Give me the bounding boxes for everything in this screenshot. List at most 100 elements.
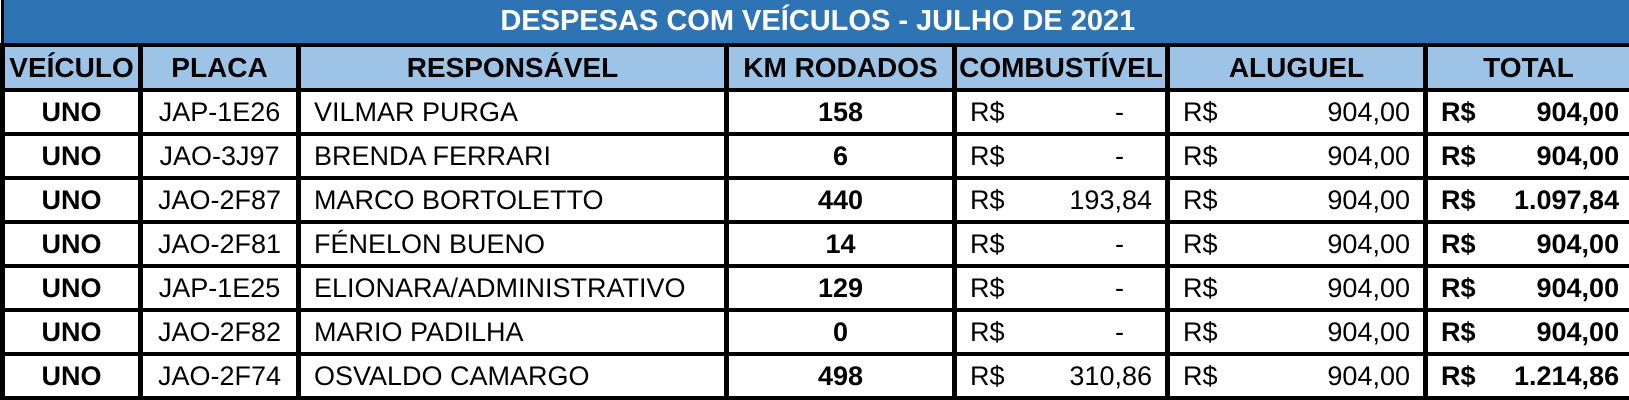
cell-aluguel[interactable]: R$ 904,00 — [1165, 264, 1428, 312]
cell-aluguel[interactable]: R$ 904,00 — [1165, 308, 1428, 356]
cell-responsavel[interactable]: OSVALDO CAMARGO — [296, 352, 729, 400]
total-amount: R$ 904,00 — [1441, 272, 1620, 303]
cell-placa[interactable]: JAO-2F82 — [138, 308, 301, 356]
cell-km-rodados[interactable]: 158 — [724, 88, 957, 136]
currency-symbol: R$ — [970, 140, 1005, 171]
cell-placa[interactable]: JAO-2F74 — [138, 352, 301, 400]
table-title[interactable]: DESPESAS COM VEÍCULOS - JULHO DE 2021 — [0, 0, 1629, 47]
cell-veiculo[interactable]: UNO — [0, 132, 143, 180]
cell-placa[interactable]: JAO-2F81 — [138, 220, 301, 268]
cell-aluguel[interactable]: R$ 904,00 — [1165, 220, 1428, 268]
currency-symbol: R$ — [1183, 360, 1218, 391]
cell-veiculo[interactable]: UNO — [0, 220, 143, 268]
column-header-total[interactable]: TOTAL — [1422, 43, 1629, 92]
cell-veiculo[interactable]: UNO — [0, 88, 143, 136]
currency-symbol: R$ — [1441, 360, 1476, 391]
total-amount: R$ 904,00 — [1441, 140, 1620, 171]
aluguel-amount: R$ 904,00 — [1183, 96, 1410, 127]
cell-combustivel[interactable]: R$ - — [952, 308, 1170, 356]
cell-combustivel[interactable]: R$ - — [952, 264, 1170, 312]
combustivel-amount: R$ - — [970, 228, 1124, 259]
cell-total[interactable]: R$ 904,00 — [1422, 132, 1629, 180]
cell-veiculo[interactable]: UNO — [0, 264, 143, 312]
cell-combustivel[interactable]: R$ - — [952, 220, 1170, 268]
currency-symbol: R$ — [1441, 272, 1476, 303]
cell-km-rodados[interactable]: 0 — [724, 308, 957, 356]
total-amount: R$ 904,00 — [1441, 316, 1620, 347]
aluguel-amount: R$ 904,00 — [1183, 228, 1410, 259]
cell-total[interactable]: R$ 1.097,84 — [1422, 176, 1629, 224]
aluguel-amount: R$ 904,00 — [1183, 272, 1410, 303]
currency-symbol: R$ — [1183, 140, 1218, 171]
cell-responsavel[interactable]: ELIONARA/ADMINISTRATIVO — [296, 264, 729, 312]
currency-symbol: R$ — [1183, 316, 1218, 347]
currency-symbol: R$ — [1183, 184, 1218, 215]
cell-combustivel[interactable]: R$ 310,86 — [952, 352, 1170, 400]
table-row: UNO JAO-2F74 OSVALDO CAMARGO 498 R$ 310,… — [0, 352, 1629, 400]
currency-symbol: R$ — [970, 360, 1005, 391]
cell-km-rodados[interactable]: 498 — [724, 352, 957, 400]
aluguel-amount: R$ 904,00 — [1183, 184, 1410, 215]
currency-symbol: R$ — [970, 272, 1005, 303]
column-header-responsavel[interactable]: RESPONSÁVEL — [296, 43, 729, 92]
cell-total[interactable]: R$ 904,00 — [1422, 220, 1629, 268]
cell-km-rodados[interactable]: 6 — [724, 132, 957, 180]
cell-responsavel[interactable]: BRENDA FERRARI — [296, 132, 729, 180]
cell-responsavel[interactable]: FÉNELON BUENO — [296, 220, 729, 268]
table-row: UNO JAP-1E26 VILMAR PURGA 158 R$ - R$ 90… — [0, 88, 1629, 136]
cell-km-rodados[interactable]: 129 — [724, 264, 957, 312]
column-header-combustivel[interactable]: COMBUSTÍVEL — [952, 43, 1170, 92]
table-row: UNO JAO-2F87 MARCO BORTOLETTO 440 R$ 193… — [0, 176, 1629, 224]
cell-aluguel[interactable]: R$ 904,00 — [1165, 132, 1428, 180]
cell-placa[interactable]: JAP-1E25 — [138, 264, 301, 312]
table-row: UNO JAO-2F81 FÉNELON BUENO 14 R$ - R$ 90… — [0, 220, 1629, 268]
currency-symbol: R$ — [970, 184, 1005, 215]
cell-veiculo[interactable]: UNO — [0, 308, 143, 356]
cell-placa[interactable]: JAP-1E26 — [138, 88, 301, 136]
column-header-km-rodados[interactable]: KM RODADOS — [724, 43, 957, 92]
cell-placa[interactable]: JAO-3J97 — [138, 132, 301, 180]
cell-placa[interactable]: JAO-2F87 — [138, 176, 301, 224]
combustivel-amount: R$ 310,86 — [970, 360, 1152, 391]
currency-symbol: R$ — [1183, 96, 1218, 127]
cell-responsavel[interactable]: VILMAR PURGA — [296, 88, 729, 136]
table-row: UNO JAO-2F82 MARIO PADILHA 0 R$ - R$ 904… — [0, 308, 1629, 356]
currency-symbol: R$ — [970, 96, 1005, 127]
cell-responsavel[interactable]: MARIO PADILHA — [296, 308, 729, 356]
total-amount: R$ 1.214,86 — [1441, 360, 1620, 391]
combustivel-amount: R$ - — [970, 272, 1124, 303]
total-amount: R$ 904,00 — [1441, 96, 1620, 127]
cell-aluguel[interactable]: R$ 904,00 — [1165, 176, 1428, 224]
cell-total[interactable]: R$ 904,00 — [1422, 308, 1629, 356]
currency-symbol: R$ — [1441, 140, 1476, 171]
cell-km-rodados[interactable]: 440 — [724, 176, 957, 224]
table-row: UNO JAO-3J97 BRENDA FERRARI 6 R$ - R$ 90… — [0, 132, 1629, 180]
cell-total[interactable]: R$ 1.214,86 — [1422, 352, 1629, 400]
table-row: UNO JAP-1E25 ELIONARA/ADMINISTRATIVO 129… — [0, 264, 1629, 312]
cell-combustivel[interactable]: R$ - — [952, 132, 1170, 180]
combustivel-amount: R$ - — [970, 140, 1124, 171]
header-row: VEÍCULO PLACA RESPONSÁVEL KM RODADOS COM… — [0, 43, 1629, 92]
currency-symbol: R$ — [1441, 316, 1476, 347]
currency-symbol: R$ — [1441, 96, 1476, 127]
currency-symbol: R$ — [1183, 272, 1218, 303]
cell-total[interactable]: R$ 904,00 — [1422, 88, 1629, 136]
cell-combustivel[interactable]: R$ 193,84 — [952, 176, 1170, 224]
cell-veiculo[interactable]: UNO — [0, 352, 143, 400]
cell-combustivel[interactable]: R$ - — [952, 88, 1170, 136]
aluguel-amount: R$ 904,00 — [1183, 360, 1410, 391]
cell-veiculo[interactable]: UNO — [0, 176, 143, 224]
cell-total[interactable]: R$ 904,00 — [1422, 264, 1629, 312]
column-header-placa[interactable]: PLACA — [138, 43, 301, 92]
total-amount: R$ 1.097,84 — [1441, 184, 1620, 215]
cell-aluguel[interactable]: R$ 904,00 — [1165, 88, 1428, 136]
column-header-veiculo[interactable]: VEÍCULO — [0, 43, 143, 92]
currency-symbol: R$ — [970, 228, 1005, 259]
cell-km-rodados[interactable]: 14 — [724, 220, 957, 268]
cell-aluguel[interactable]: R$ 904,00 — [1165, 352, 1428, 400]
title-row: DESPESAS COM VEÍCULOS - JULHO DE 2021 — [0, 0, 1629, 47]
currency-symbol: R$ — [1441, 228, 1476, 259]
cell-responsavel[interactable]: MARCO BORTOLETTO — [296, 176, 729, 224]
column-header-aluguel[interactable]: ALUGUEL — [1165, 43, 1428, 92]
